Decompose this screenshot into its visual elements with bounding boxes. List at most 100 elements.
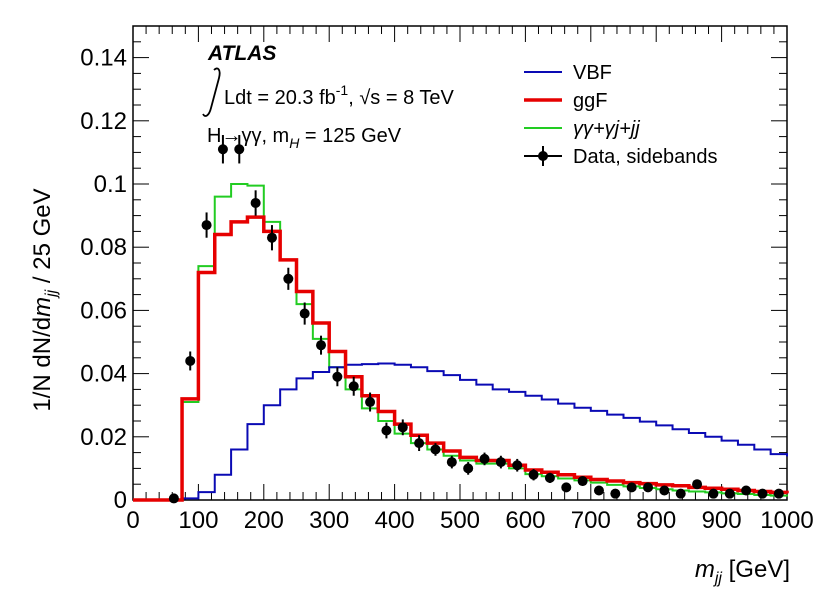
data-point-marker bbox=[381, 425, 392, 436]
series bbox=[133, 183, 789, 502]
x-tick-label: 200 bbox=[244, 507, 284, 534]
data-point bbox=[201, 212, 212, 238]
y-axis-title-sub: jj bbox=[43, 289, 60, 299]
data-point-marker bbox=[479, 453, 490, 464]
data-point bbox=[266, 225, 277, 251]
lumi-exponent: -1 bbox=[336, 82, 349, 98]
data-point-marker bbox=[643, 482, 654, 493]
luminosity-label: Ldt = 20.3 fb-1, √s = 8 TeV bbox=[224, 82, 455, 109]
y-axis-title-prefix: 1/N dN/d bbox=[29, 317, 56, 412]
data-point-marker bbox=[266, 232, 277, 243]
data-point bbox=[168, 493, 179, 504]
process-subscript: H bbox=[289, 135, 300, 151]
x-tick-label: 300 bbox=[309, 507, 349, 534]
data-point bbox=[577, 476, 588, 487]
x-tick-labels: 0 100 200 300 400 500 600 700 800 900 1000 bbox=[126, 507, 813, 534]
data-point-marker bbox=[528, 469, 539, 480]
y-tick-label: 0.02 bbox=[80, 424, 127, 451]
x-tick-label: 800 bbox=[636, 507, 676, 534]
data-point bbox=[463, 462, 474, 475]
data-point-marker bbox=[593, 485, 604, 496]
process-suffix: = 125 GeV bbox=[299, 125, 401, 147]
data-point bbox=[381, 422, 392, 439]
legend-label-ggf: ggF bbox=[573, 90, 607, 112]
data-point bbox=[479, 452, 490, 466]
x-tick-label: 500 bbox=[440, 507, 480, 534]
y-tick-label: 0.08 bbox=[80, 234, 127, 261]
data-point-marker bbox=[414, 438, 425, 449]
data-point bbox=[495, 455, 506, 469]
data-point bbox=[643, 482, 654, 493]
data-point-marker bbox=[610, 488, 621, 499]
data-points bbox=[168, 135, 784, 504]
data-point bbox=[299, 302, 310, 325]
data-point bbox=[544, 472, 555, 483]
x-axis-title-var: m bbox=[695, 556, 715, 583]
data-point bbox=[414, 435, 425, 452]
x-tick-label: 1000 bbox=[760, 507, 813, 534]
data-point bbox=[250, 190, 261, 216]
data-point bbox=[332, 367, 343, 387]
data-point bbox=[741, 485, 752, 496]
data-point bbox=[430, 443, 441, 456]
data-point bbox=[528, 469, 539, 481]
x-tick-label: 100 bbox=[178, 507, 218, 534]
data-point-marker bbox=[316, 340, 327, 351]
data-point-marker bbox=[692, 479, 703, 490]
data-point bbox=[217, 135, 228, 164]
data-point-marker bbox=[659, 485, 670, 496]
series-vbf-step bbox=[133, 362, 788, 501]
data-point-marker bbox=[168, 493, 179, 504]
data-point-marker bbox=[773, 488, 784, 499]
data-point-marker bbox=[234, 144, 245, 155]
data-point-marker bbox=[577, 476, 588, 487]
legend-swatch-data-marker bbox=[538, 151, 548, 161]
legend-label-background: γγ+γj+jj bbox=[573, 118, 640, 140]
data-point bbox=[626, 482, 637, 493]
data-point-marker bbox=[757, 488, 768, 499]
y-tick-label: 0.1 bbox=[94, 171, 127, 198]
data-point bbox=[446, 455, 457, 469]
y-tick-label: 0.06 bbox=[80, 297, 127, 324]
data-point bbox=[397, 419, 408, 436]
data-point bbox=[283, 267, 294, 290]
data-point-marker bbox=[299, 308, 310, 319]
data-point bbox=[561, 482, 572, 493]
y-tick-label: 0.14 bbox=[80, 45, 127, 72]
data-point bbox=[512, 458, 523, 472]
x-tick-label: 0 bbox=[126, 507, 139, 534]
process-label: H→γγ, mH = 125 GeV bbox=[207, 125, 402, 151]
data-point bbox=[365, 392, 376, 412]
data-point bbox=[610, 488, 621, 499]
y-tick-label: 0.04 bbox=[80, 361, 127, 388]
data-point-marker bbox=[430, 444, 441, 455]
y-axis-title: 1/N dN/dmjj / 25 GeV bbox=[29, 188, 60, 411]
integral-sign bbox=[202, 67, 221, 117]
legend-label-vbf: VBF bbox=[573, 62, 612, 84]
data-point-marker bbox=[626, 482, 637, 493]
data-point-marker bbox=[495, 457, 506, 468]
data-point-marker bbox=[708, 488, 719, 499]
data-point-marker bbox=[675, 488, 686, 499]
data-point-marker bbox=[561, 482, 572, 493]
data-point-marker bbox=[724, 488, 735, 499]
legend: VBF ggF γγ+γj+jj Data, sidebands bbox=[524, 62, 718, 168]
x-tick-label: 900 bbox=[702, 507, 742, 534]
data-point bbox=[724, 488, 735, 499]
data-point-marker bbox=[446, 457, 457, 468]
lumi-energy: , √s = 8 TeV bbox=[348, 87, 454, 109]
data-point-marker bbox=[201, 220, 212, 231]
y-axis-title-var: m bbox=[29, 297, 56, 317]
data-point bbox=[708, 488, 719, 499]
series-ggf-step bbox=[133, 215, 789, 502]
process-text: H→γγ, m bbox=[207, 125, 289, 147]
data-point bbox=[316, 335, 327, 355]
y-axis-title-suffix: / 25 GeV bbox=[29, 188, 56, 289]
y-tick-labels: 0 0.02 0.04 0.06 0.08 0.1 0.12 0.14 bbox=[80, 45, 127, 514]
data-point-marker bbox=[544, 472, 555, 483]
data-point-marker bbox=[250, 197, 261, 208]
y-tick-label: 0 bbox=[114, 487, 127, 514]
legend-label-data: Data, sidebands bbox=[573, 146, 718, 168]
